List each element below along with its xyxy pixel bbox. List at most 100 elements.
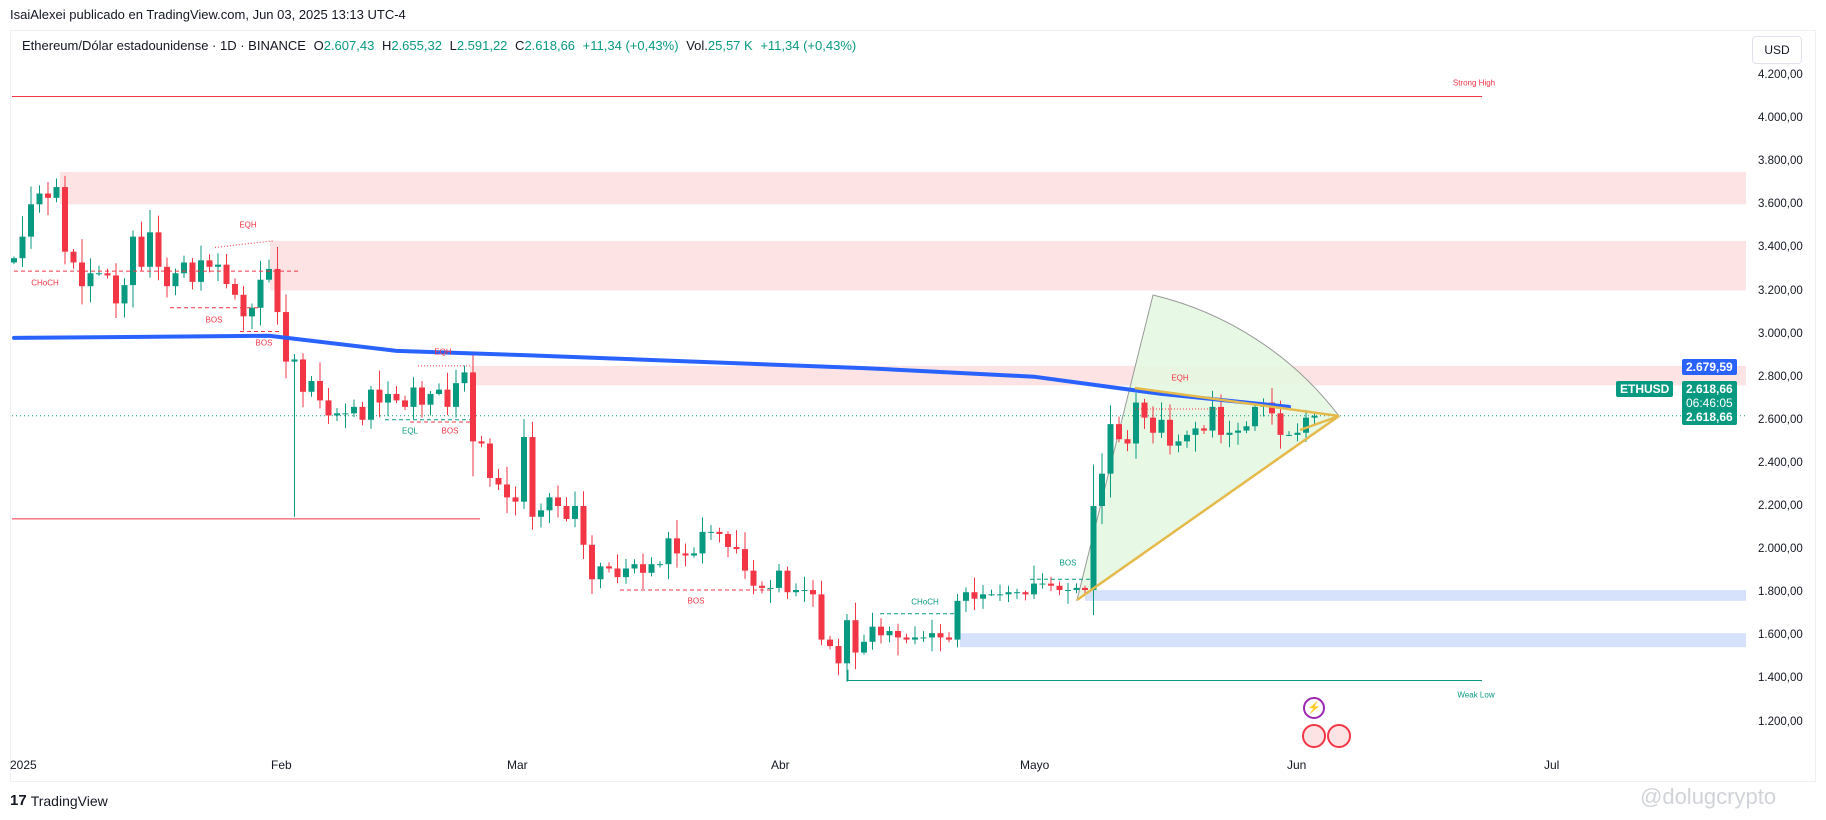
candle-body: [903, 637, 910, 640]
eqh-label: EQH: [1171, 373, 1189, 383]
candle-body: [504, 484, 510, 498]
candle-body: [1014, 592, 1020, 594]
tradingview-logo[interactable]: 17 TradingView: [10, 792, 108, 809]
candle-body: [461, 372, 468, 384]
bos-label: BOS: [255, 338, 273, 348]
fan-drawing: [1076, 294, 1340, 602]
ema-price-tag: 2.679,59: [1682, 359, 1737, 375]
candle-body: [1039, 583, 1046, 585]
candle-body: [1158, 419, 1165, 433]
price-axis-label: 1.200,00: [1758, 715, 1803, 728]
candle-body: [138, 236, 145, 267]
eql-label: EQL: [401, 426, 419, 436]
candle-body: [79, 262, 85, 287]
price-axis-label: 1.600,00: [1758, 629, 1803, 642]
candle-body: [1090, 506, 1097, 591]
candle-body: [1124, 439, 1131, 444]
ohlc-legend: Ethereum/Dólar estadounidense · 1D · BIN…: [22, 38, 857, 53]
candle-body: [215, 264, 221, 267]
candle-body: [385, 393, 391, 403]
eqh-line: [214, 240, 274, 248]
supply-zone: [270, 240, 1746, 291]
time-axis-label: Jul: [1544, 758, 1560, 772]
candle-body: [1167, 419, 1173, 446]
candle-body: [997, 594, 1003, 596]
candle-body: [1065, 590, 1071, 592]
candle-body: [631, 564, 638, 569]
candle-body: [121, 285, 128, 304]
candle-body: [487, 443, 493, 478]
chart-frame[interactable]: [10, 30, 1816, 782]
event-icon-lightning[interactable]: ⚡: [1303, 697, 1325, 719]
candle-body: [274, 268, 281, 313]
price-axis-label: 2.800,00: [1758, 370, 1803, 383]
candle-body: [1218, 406, 1224, 435]
candle-body: [28, 204, 34, 237]
candle-body: [963, 592, 969, 601]
candle-body: [351, 406, 357, 414]
last-price-tag: 2.618,66 06:46:05 2.618,66: [1682, 381, 1737, 425]
candle-body: [555, 497, 561, 506]
candle-body: [87, 273, 94, 287]
price-axis-label: 2.000,00: [1758, 543, 1803, 556]
candle-body: [155, 232, 162, 267]
weak-low-label: Weak Low: [1457, 690, 1495, 700]
candle-body: [708, 531, 714, 533]
candle-body: [597, 566, 604, 580]
eqh-label: EQH: [434, 347, 452, 357]
candle-body: [36, 193, 43, 205]
change-value: +11,34 (+0,43%): [582, 38, 679, 53]
candle-body: [725, 534, 731, 547]
candle-body: [1192, 428, 1199, 435]
candle-body: [810, 590, 816, 595]
candle-body: [130, 236, 136, 286]
candle-body: [648, 564, 655, 573]
time-axis-label: Abr: [771, 758, 790, 772]
candle-body: [1005, 592, 1012, 595]
published-by: IsaiAlexei publicado en TradingView.com,…: [10, 7, 406, 22]
candle-body: [529, 437, 536, 517]
event-icon-us-flag[interactable]: [1327, 724, 1351, 748]
price-axis-label: 3.800,00: [1758, 155, 1803, 168]
low-value: 2.591,22: [456, 38, 508, 53]
candle-body: [1073, 587, 1080, 591]
candle-body: [682, 553, 689, 556]
candle-body: [436, 389, 442, 394]
candle-body: [665, 538, 672, 565]
candle-body: [1107, 424, 1114, 474]
candle-body: [376, 389, 383, 403]
candle-body: [742, 549, 748, 571]
tradingview-logo-icon: 17: [10, 792, 27, 809]
price-axis-label: 4.200,00: [1758, 69, 1803, 81]
high-value: 2.655,32: [391, 38, 442, 53]
candle-body: [19, 236, 26, 259]
candle-body: [929, 633, 935, 638]
candle-body: [767, 587, 774, 589]
demand-zone: [1085, 590, 1746, 601]
candle-body: [257, 279, 264, 308]
price-axis-label: 2.400,00: [1758, 456, 1803, 469]
currency-button[interactable]: USD: [1752, 36, 1802, 64]
candle-body: [1209, 406, 1216, 431]
candle-body: [954, 600, 961, 640]
candle-body: [1226, 432, 1233, 435]
candle-body: [674, 538, 680, 554]
candle-body: [1184, 434, 1190, 442]
candle-body: [342, 413, 349, 415]
bos-label: BOS: [205, 315, 223, 325]
candle-body: [300, 359, 306, 392]
candle-body: [1175, 441, 1182, 446]
candle-body: [580, 506, 587, 545]
candle-body: [512, 497, 519, 502]
supply-zone: [470, 365, 1746, 386]
ema-line: [12, 333, 1291, 409]
candle-body: [971, 592, 978, 599]
symbol-title[interactable]: Ethereum/Dólar estadounidense · 1D · BIN…: [22, 38, 306, 53]
candle-body: [478, 441, 485, 444]
time-axis-label: Mar: [507, 758, 528, 772]
candle-body: [1099, 473, 1105, 506]
event-icon-us-flag[interactable]: [1302, 724, 1326, 748]
price-axis-label: 3.000,00: [1758, 327, 1803, 340]
candle-body: [1201, 428, 1207, 431]
